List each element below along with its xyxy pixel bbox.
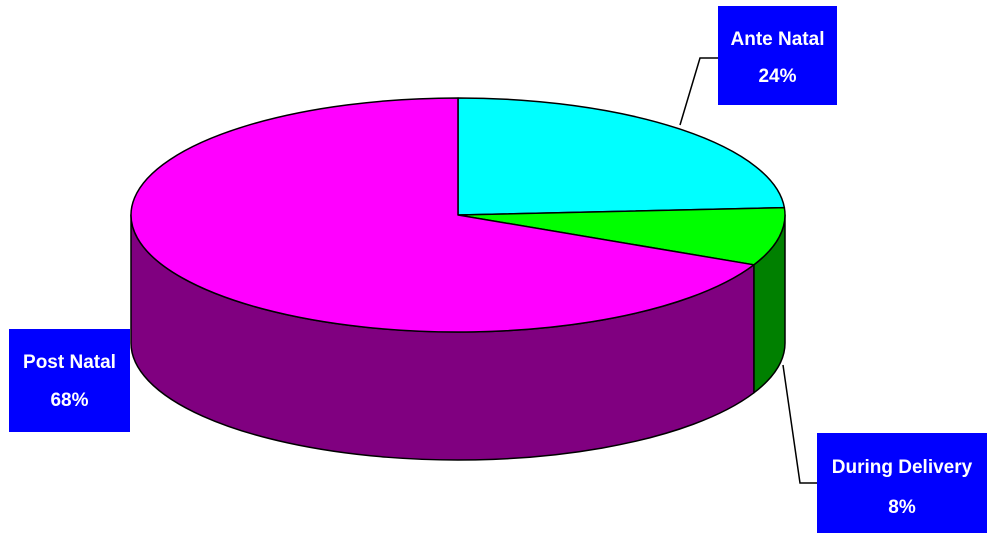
label-ante-natal-value: 24% — [758, 66, 796, 87]
label-during-delivery: During Delivery 8% — [817, 433, 987, 533]
pie-top — [130, 97, 786, 333]
leader-line-ante-natal — [679, 57, 718, 126]
label-post-natal-value: 68% — [50, 390, 88, 411]
label-post-natal-name: Post Natal — [23, 352, 116, 373]
label-during-delivery-value: 8% — [888, 497, 916, 518]
pie-slice-ante-natal — [457, 97, 786, 216]
label-box-ante-natal — [718, 6, 837, 105]
pie-sides — [130, 214, 786, 461]
leader-line-during-delivery — [782, 364, 818, 484]
pie-slice-during-delivery — [457, 206, 786, 266]
label-box-post-natal — [9, 329, 130, 432]
label-during-delivery-name: During Delivery — [832, 457, 973, 478]
pie-slice-post-natal — [130, 97, 755, 333]
label-post-natal: Post Natal 68% — [9, 329, 130, 432]
label-box-during-delivery — [817, 433, 987, 533]
label-ante-natal: Ante Natal 24% — [718, 6, 837, 105]
label-ante-natal-name: Ante Natal — [731, 29, 825, 50]
